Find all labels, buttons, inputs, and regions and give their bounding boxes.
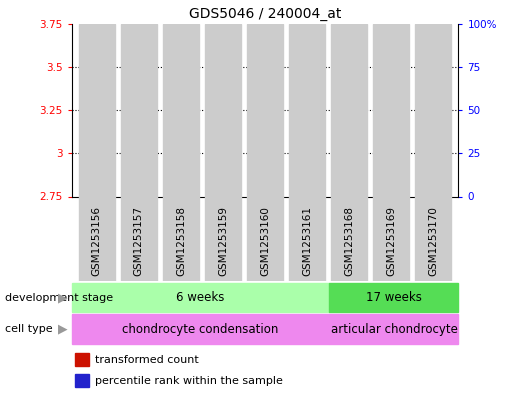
Bar: [247, 24, 283, 281]
Text: development stage: development stage: [5, 292, 113, 303]
Text: GSM1253169: GSM1253169: [386, 206, 396, 276]
Bar: [218, 189, 228, 196]
Bar: [79, 24, 114, 281]
Bar: [386, 44, 396, 196]
Bar: [121, 24, 157, 281]
Text: GSM1253170: GSM1253170: [428, 206, 438, 276]
Text: ▶: ▶: [58, 322, 67, 336]
Bar: [330, 314, 458, 344]
Bar: [92, 188, 102, 196]
Bar: [175, 132, 186, 196]
Text: cell type: cell type: [5, 324, 53, 334]
Text: chondrocyte condensation: chondrocyte condensation: [122, 323, 279, 336]
Bar: [175, 191, 186, 196]
Text: 6 weeks: 6 weeks: [176, 291, 225, 304]
Bar: [260, 189, 270, 196]
Bar: [72, 314, 330, 344]
Text: GSM1253160: GSM1253160: [260, 206, 270, 276]
Bar: [289, 24, 325, 281]
Bar: [205, 24, 241, 281]
Text: GSM1253168: GSM1253168: [344, 206, 354, 276]
Bar: [260, 132, 270, 196]
Bar: [386, 186, 396, 196]
Bar: [331, 24, 367, 281]
Bar: [428, 189, 438, 196]
Bar: [163, 24, 199, 281]
Bar: [373, 24, 409, 281]
Bar: [344, 46, 355, 196]
Bar: [92, 68, 102, 196]
Text: GSM1253156: GSM1253156: [92, 206, 102, 276]
Bar: [218, 140, 228, 196]
Bar: [134, 189, 144, 196]
Bar: [72, 283, 330, 312]
Text: percentile rank within the sample: percentile rank within the sample: [95, 376, 282, 386]
Bar: [428, 84, 438, 196]
Bar: [330, 283, 458, 312]
Text: transformed count: transformed count: [95, 354, 199, 365]
Bar: [302, 191, 312, 196]
Text: articular chondrocyte: articular chondrocyte: [331, 323, 457, 336]
Bar: [75, 375, 89, 387]
Text: GSM1253161: GSM1253161: [302, 206, 312, 276]
Text: 17 weeks: 17 weeks: [366, 291, 422, 304]
Bar: [75, 353, 89, 366]
Text: ▶: ▶: [58, 291, 67, 304]
Title: GDS5046 / 240004_at: GDS5046 / 240004_at: [189, 7, 341, 21]
Text: GSM1253157: GSM1253157: [134, 206, 144, 276]
Bar: [134, 110, 144, 196]
Bar: [344, 188, 355, 196]
Bar: [416, 24, 451, 281]
Text: GSM1253159: GSM1253159: [218, 206, 228, 276]
Bar: [302, 157, 312, 196]
Text: GSM1253158: GSM1253158: [176, 206, 186, 276]
